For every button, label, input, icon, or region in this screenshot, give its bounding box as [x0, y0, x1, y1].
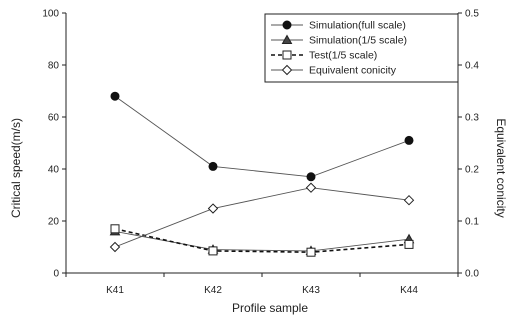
x-tick-label: K42 — [204, 285, 222, 296]
marker-filled-circle — [110, 91, 120, 101]
series-line — [114, 228, 410, 254]
y2-tick-label: 0.3 — [465, 113, 479, 124]
y-tick-label: 0 — [53, 269, 59, 280]
marker-open-diamond — [281, 64, 293, 76]
marker-open-diamond — [403, 194, 415, 206]
marker-open-diamond — [305, 182, 317, 193]
series-line — [114, 187, 410, 248]
series-layer — [109, 91, 415, 257]
marker-filled-triangle — [281, 34, 293, 44]
legend-label: Simulation(full scale) — [309, 20, 406, 32]
y2-tick-label: 0.2 — [465, 165, 479, 176]
marker-filled-circle — [404, 135, 414, 145]
legend: Simulation(full scale) Simulation(1/5 sca… — [264, 13, 459, 83]
legend-label: Equivalent conicity — [309, 65, 397, 77]
tick-labels: 0 20 40 60 80 100 0.0 0.1 0.2 0.3 0.4 0.5 K41 K42 K43 K… — [42, 9, 479, 297]
y2-tick-label: 0.4 — [465, 61, 479, 72]
series-1 — [110, 91, 414, 182]
y-axis-title: Critical speed(m/s) — [9, 118, 23, 218]
y-tick-label: 60 — [48, 113, 60, 124]
y2-tick-label: 0.0 — [465, 269, 479, 280]
marker-open-square — [404, 239, 414, 249]
y-tick-label: 80 — [48, 61, 60, 72]
y-tick-label: 40 — [48, 165, 60, 176]
marker-filled-circle — [282, 20, 292, 30]
marker-open-square — [110, 224, 120, 234]
series-3 — [110, 224, 414, 257]
x-tick-label: K43 — [302, 285, 320, 296]
legend-label: Test(1/5 scale) — [309, 50, 377, 62]
x-axis-title: Profile sample — [232, 301, 308, 315]
x-tick-label: K44 — [400, 285, 418, 296]
marker-filled-circle — [306, 172, 316, 182]
y2-tick-label: 0.1 — [465, 217, 479, 228]
marker-open-diamond — [207, 203, 219, 214]
y2-axis-title: Equivalent conicity — [494, 118, 508, 217]
marker-open-square — [306, 247, 316, 257]
marker-filled-circle — [208, 161, 218, 171]
legend-label: Simulation(1/5 scale) — [309, 35, 407, 47]
y-tick-label: 20 — [48, 217, 60, 228]
x-tick-label: K41 — [106, 285, 124, 296]
marker-open-diamond — [109, 241, 121, 253]
y2-tick-label: 0.5 — [465, 9, 479, 20]
series-4 — [109, 182, 415, 253]
marker-open-square — [282, 50, 292, 60]
marker-open-square — [208, 246, 218, 256]
y-tick-label: 100 — [42, 9, 59, 20]
series-line — [114, 95, 410, 178]
